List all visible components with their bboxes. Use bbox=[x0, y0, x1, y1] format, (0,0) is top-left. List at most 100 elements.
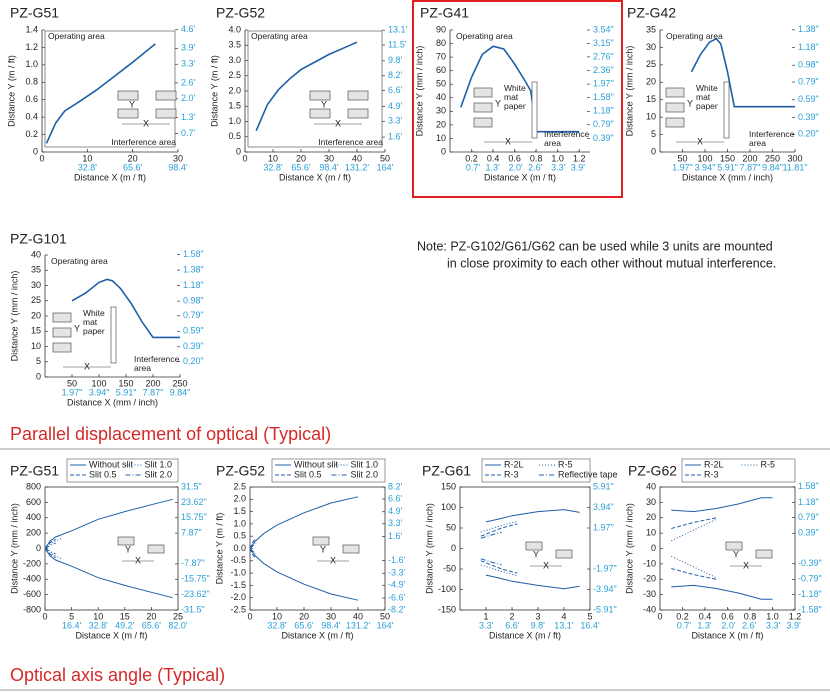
x-axis-label: Distance X (m / ft) bbox=[489, 630, 561, 640]
y2-tick-label: 0.59" bbox=[183, 326, 204, 336]
paper-icon bbox=[723, 81, 730, 139]
y2-tick-label: 2.76" bbox=[593, 51, 614, 61]
legend-label: Slit 1.0 bbox=[351, 459, 379, 469]
y-tick-label: 0.8 bbox=[25, 77, 38, 87]
y-tick-label: 20 bbox=[31, 310, 41, 320]
y-tick-label: 1.2 bbox=[25, 42, 38, 52]
y-tick-label: 50 bbox=[436, 79, 446, 89]
x-tick-label: 1.0 bbox=[766, 611, 779, 621]
paper-label: White mat paper bbox=[696, 83, 718, 111]
x-tick-label: 20 bbox=[296, 153, 306, 163]
y2-tick-label: -6.6' bbox=[388, 592, 406, 602]
y2-tick-label: 4.9' bbox=[388, 506, 403, 516]
y-axis-label: Distance Y (m / ft) bbox=[6, 55, 16, 127]
y2-tick-label: 1.18" bbox=[798, 42, 819, 52]
upper-line bbox=[44, 538, 62, 549]
x2-tick-label: 3.3' bbox=[551, 162, 566, 172]
sensor-icon bbox=[147, 544, 165, 554]
y-tick-label: -200 bbox=[23, 558, 41, 568]
sensor-icon bbox=[347, 90, 369, 101]
x2-tick-label: 11.81" bbox=[782, 162, 807, 172]
x-axis-label: Distance X (m / ft) bbox=[75, 630, 147, 640]
x-tick-label: 20 bbox=[128, 153, 138, 163]
x2-tick-label: 98.4' bbox=[319, 162, 339, 172]
y2-tick-label: 2.6' bbox=[181, 77, 196, 87]
y2-tick-label: 0.79" bbox=[183, 310, 204, 320]
legend-label: R-2L bbox=[704, 459, 724, 469]
lower-line bbox=[249, 548, 256, 554]
diagram-x: X bbox=[84, 361, 90, 371]
y2-tick-label: -4.9' bbox=[388, 580, 406, 590]
y-tick-label: 20 bbox=[436, 119, 446, 129]
y2-tick-label: 0.7' bbox=[181, 128, 196, 138]
lower-line bbox=[671, 555, 717, 579]
y-axis-label: Distance Y (mm / inch) bbox=[624, 503, 634, 594]
y-tick-label: -50 bbox=[443, 563, 456, 573]
sensor-icon bbox=[755, 549, 773, 559]
operating-area-box bbox=[247, 30, 383, 148]
y-tick-label: 1.0 bbox=[228, 116, 241, 126]
x2-tick-label: 9.84" bbox=[762, 162, 783, 172]
y-tick-label: 35 bbox=[646, 24, 656, 34]
y2-tick-label: 0.20" bbox=[798, 129, 819, 139]
x-axis-label: Distance X (mm / inch) bbox=[682, 172, 773, 182]
y-tick-label: 40 bbox=[646, 481, 656, 491]
y2-tick-label: 8.2' bbox=[388, 481, 403, 491]
y-tick-label: 80 bbox=[436, 38, 446, 48]
x2-tick-label: 32.8' bbox=[267, 620, 287, 630]
x-tick-label: 0.6 bbox=[508, 153, 521, 163]
x-tick-label: 0.2 bbox=[676, 611, 689, 621]
y2-tick-label: 0.79" bbox=[593, 119, 614, 129]
x-tick-label: 2 bbox=[509, 611, 514, 621]
legend-label: R-2L bbox=[504, 459, 524, 469]
y-tick-label: 0.5 bbox=[233, 531, 246, 541]
x-tick-label: 0 bbox=[247, 611, 252, 621]
y2-tick-label: -1.18" bbox=[798, 589, 822, 599]
x-tick-label: 0.6 bbox=[721, 611, 734, 621]
sensor-icon bbox=[342, 544, 360, 554]
legend-label: Slit 2.0 bbox=[145, 469, 173, 479]
diagram-x: X bbox=[330, 555, 336, 565]
diagram-y: Y bbox=[533, 549, 539, 559]
y2-tick-label: -7.87" bbox=[181, 558, 205, 568]
y-tick-label: 70 bbox=[436, 51, 446, 61]
y-tick-label: -30 bbox=[643, 589, 656, 599]
y2-tick-label: 1.58" bbox=[798, 481, 819, 491]
lower-line bbox=[44, 548, 56, 559]
x-tick-label: 250 bbox=[765, 153, 780, 163]
y-tick-label: 40 bbox=[31, 249, 41, 259]
x2-tick-label: 5.91" bbox=[717, 162, 738, 172]
diagram-y: Y bbox=[687, 98, 693, 108]
x-tick-label: 200 bbox=[742, 153, 757, 163]
y-axis-label: Distance Y (m / ft) bbox=[214, 513, 224, 585]
upper-line bbox=[44, 538, 56, 549]
sensor-icon bbox=[665, 102, 685, 113]
x-tick-label: 300 bbox=[787, 153, 802, 163]
x2-tick-label: 3.94" bbox=[89, 387, 110, 397]
y-tick-label: 25 bbox=[646, 59, 656, 69]
lower-line bbox=[671, 568, 717, 580]
y-tick-label: 150 bbox=[441, 481, 456, 491]
section-heading: Parallel displacement of optical (Typica… bbox=[10, 424, 331, 444]
x2-tick-label: 0.7' bbox=[466, 162, 481, 172]
x-axis-label: Distance X (m / ft) bbox=[279, 172, 351, 182]
y-tick-label: 30 bbox=[646, 42, 656, 52]
y2-tick-label: -15.75" bbox=[181, 574, 210, 584]
y-axis-label: Distance Y (m / ft) bbox=[209, 55, 219, 127]
y-tick-label: 2.0 bbox=[228, 85, 241, 95]
x2-tick-label: 65.6' bbox=[142, 620, 162, 630]
sensor-icon bbox=[665, 117, 685, 128]
paper-label: White mat paper bbox=[504, 83, 526, 111]
x-tick-label: 1.2 bbox=[789, 611, 802, 621]
y-tick-label: 200 bbox=[26, 528, 41, 538]
x-tick-label: 0.8 bbox=[530, 153, 543, 163]
y-tick-label: 0 bbox=[451, 543, 456, 553]
y2-tick-label: 15.75" bbox=[181, 512, 207, 522]
plot-frame bbox=[459, 486, 591, 611]
y2-tick-label: 1.18" bbox=[798, 497, 819, 507]
diagram-x: X bbox=[505, 136, 511, 146]
diagram-y: Y bbox=[733, 549, 739, 559]
x-axis-label: Distance X (m / ft) bbox=[484, 172, 556, 182]
y-tick-label: -600 bbox=[23, 589, 41, 599]
legend-label: R-3 bbox=[504, 469, 519, 479]
